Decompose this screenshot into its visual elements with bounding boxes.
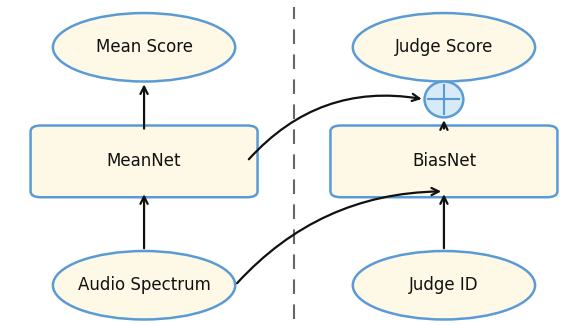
Ellipse shape	[353, 13, 535, 82]
Text: Judge ID: Judge ID	[409, 276, 479, 294]
Ellipse shape	[353, 251, 535, 319]
Text: Mean Score: Mean Score	[96, 38, 192, 56]
Text: Audio Spectrum: Audio Spectrum	[78, 276, 211, 294]
Text: MeanNet: MeanNet	[107, 152, 181, 170]
Ellipse shape	[53, 13, 235, 82]
FancyBboxPatch shape	[31, 126, 258, 197]
Text: BiasNet: BiasNet	[412, 152, 476, 170]
Ellipse shape	[425, 82, 463, 117]
Ellipse shape	[53, 251, 235, 319]
Text: Judge Score: Judge Score	[395, 38, 493, 56]
FancyBboxPatch shape	[330, 126, 557, 197]
